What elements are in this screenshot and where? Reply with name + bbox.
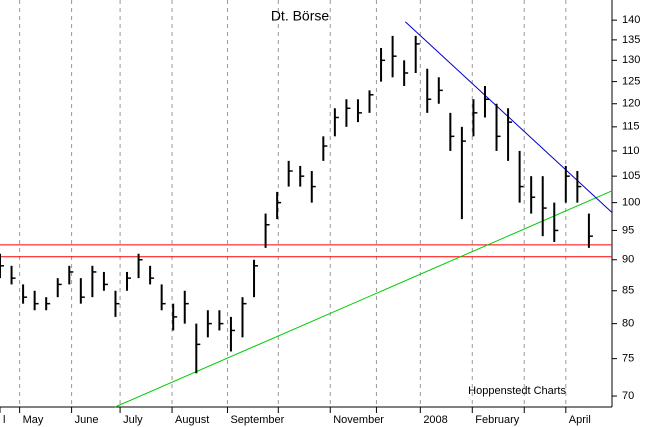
x-tick-label: April	[569, 414, 591, 426]
y-tick-label: 80	[622, 318, 634, 330]
y-tick-label: 130	[622, 54, 640, 66]
y-tick-label: 140	[622, 14, 640, 26]
x-tick-label: July	[123, 414, 143, 426]
y-tick-label: 95	[622, 224, 634, 236]
y-tick-label: 85	[622, 285, 634, 297]
y-tick-label: 105	[622, 170, 640, 182]
x-tick-label: 2008	[423, 414, 447, 426]
x-tick-label: June	[75, 414, 99, 426]
x-tick-label: September	[230, 414, 284, 426]
y-tick-label: 70	[622, 390, 634, 402]
annotation: Hoppenstedt Charts	[468, 385, 566, 397]
x-tick-label: May	[23, 414, 44, 426]
x-tick-label: August	[175, 414, 209, 426]
y-tick-label: 135	[622, 34, 640, 46]
y-tick-label: 125	[622, 76, 640, 88]
y-tick-label: 110	[622, 145, 640, 157]
x-tick-label: l	[3, 414, 5, 426]
x-tick-label: February	[475, 414, 520, 426]
y-tick-label: 115	[622, 121, 640, 133]
y-tick-label: 75	[622, 353, 634, 365]
y-tick-label: 120	[622, 98, 640, 110]
trend-line	[114, 190, 613, 408]
chart-title: Dt. Börse	[271, 8, 330, 24]
x-tick-label: November	[333, 414, 384, 426]
y-tick-label: 100	[622, 197, 640, 209]
y-tick-label: 90	[622, 254, 634, 266]
